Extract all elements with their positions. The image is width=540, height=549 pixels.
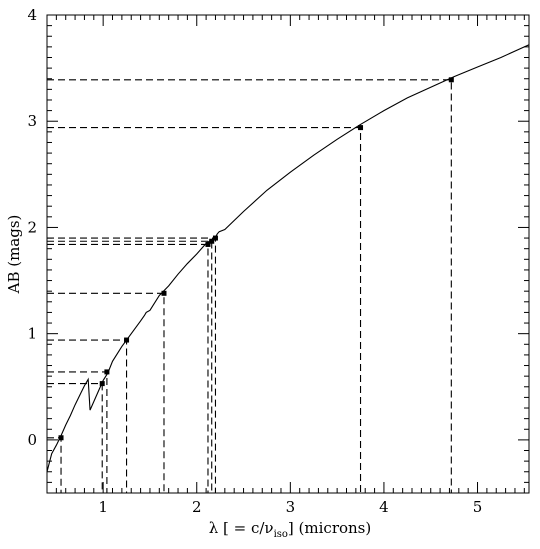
dash-guide-2: [47, 371, 108, 493]
tick-layer: [46, 14, 529, 494]
dash-guide-4: [47, 292, 165, 493]
data-marker-3: [124, 337, 130, 343]
dash-guide-5: [47, 243, 209, 493]
x-axis-label: λ [ = c/νiso] (microns): [209, 519, 371, 540]
dash-guide-9: [47, 79, 452, 493]
curve-line-0: [46, 44, 530, 472]
x-tick-label: 4: [379, 498, 389, 516]
x-axis-label-prefix: λ [ = c/ν: [209, 519, 274, 537]
data-marker-0: [58, 435, 64, 441]
marker-dash-guides: [47, 79, 452, 493]
dash-guide-8: [47, 127, 362, 493]
x-axis-label-subscript: iso: [274, 529, 288, 540]
y-tick-label: 2: [27, 218, 37, 236]
x-tick-label: 3: [286, 498, 296, 516]
x-tick-label: 2: [192, 498, 202, 516]
tick-labels: 1 2 3 4 5 0 1 2 3 4: [27, 6, 482, 516]
data-marker-1: [99, 381, 105, 387]
y-tick-label: 1: [27, 325, 37, 343]
data-marker-9: [448, 77, 454, 83]
y-axis-label: AB (mags): [5, 215, 23, 295]
y-tick-label: 0: [27, 431, 37, 449]
marker-layer: [58, 77, 454, 441]
plot-frame: [46, 14, 530, 494]
y-tick-label: 3: [27, 112, 37, 130]
x-tick-label: 1: [98, 498, 108, 516]
data-marker-6: [209, 238, 215, 244]
dash-guide-7: [47, 237, 217, 493]
curve-layer: [46, 44, 530, 472]
data-marker-4: [161, 290, 167, 296]
data-marker-7: [212, 235, 218, 241]
data-marker-8: [358, 125, 364, 131]
x-tick-label: 5: [473, 498, 483, 516]
dash-guide-3: [47, 339, 128, 493]
dash-guide-6: [47, 240, 213, 493]
data-marker-5: [205, 241, 211, 247]
data-marker-2: [104, 369, 110, 375]
x-axis-label-suffix: ] (microns): [288, 519, 371, 537]
y-tick-label: 4: [27, 6, 37, 24]
